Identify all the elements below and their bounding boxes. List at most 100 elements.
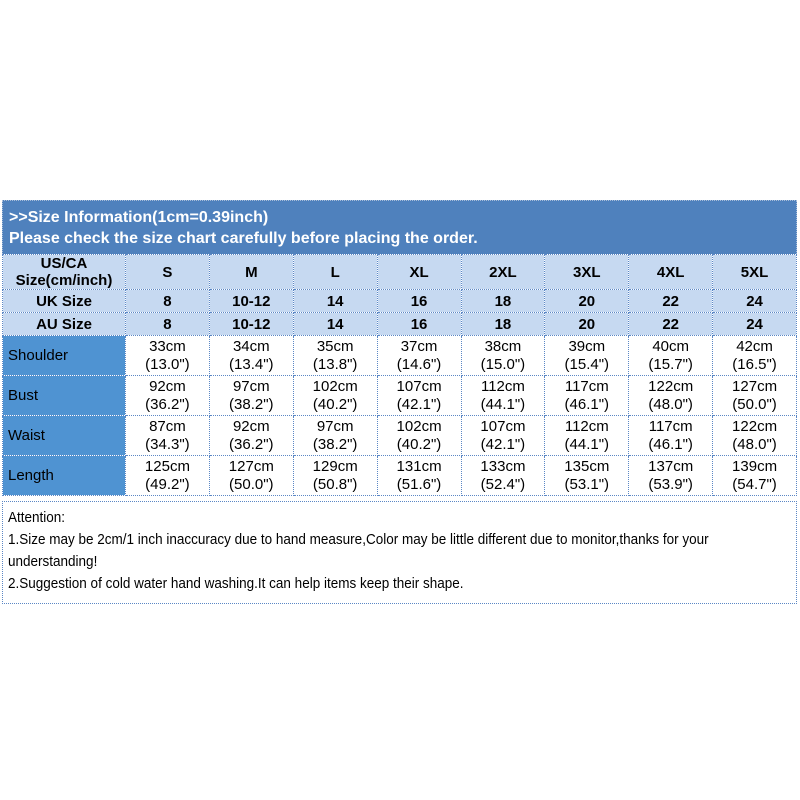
- measurement-cell: 33cm (13.0"): [125, 335, 210, 376]
- measurement-inch-value: (13.0"): [145, 355, 190, 373]
- measurement-row: Shoulder 33cm (13.0") 34cm (13.4") 35cm (13.8"…: [2, 335, 797, 376]
- measurement-cell: 97cm (38.2"): [292, 415, 378, 456]
- measurement-cm-value: 37cm: [400, 337, 438, 355]
- measurement-cell: 107cm (42.1"): [460, 415, 546, 456]
- measurement-cell: 129cm (50.8"): [292, 455, 378, 496]
- conversion-row-label: AU Size: [2, 312, 126, 336]
- measurement-cm-value: 33cm: [149, 337, 186, 355]
- size-column-header: S: [125, 254, 210, 290]
- conversion-row: AU Size 8 10-12 14 16 18 20 22 24: [2, 312, 797, 336]
- measurement-cm-value: 127cm: [732, 377, 778, 395]
- conversion-cell: 10-12: [208, 312, 294, 336]
- measurement-cell: 39cm (15.4"): [544, 335, 630, 376]
- attention-note: 1.Size may be 2cm/1 inch inaccuracy due …: [8, 531, 709, 570]
- size-column-header: XL: [376, 254, 462, 290]
- measurement-cm-value: 42cm: [736, 337, 773, 355]
- measurement-cell: 97cm (38.2"): [208, 375, 294, 416]
- size-info-banner: >>Size Information(1cm=0.39inch) Please …: [2, 200, 797, 254]
- measurement-cell: 92cm (36.2"): [208, 415, 294, 456]
- measurement-inch-value: (16.5"): [732, 355, 777, 373]
- measurement-inch-value: (50.8"): [312, 475, 358, 493]
- measurement-cm-value: 38cm: [484, 337, 522, 355]
- measurement-inch-value: (53.1"): [564, 475, 610, 493]
- measurement-cm-value: 97cm: [316, 417, 354, 435]
- measurement-cm-value: 92cm: [149, 377, 186, 395]
- size-chart-table: US/CA Size(cm/inch) S M L XL 2XL 3XL 4XL 5XL UK S…: [2, 254, 797, 496]
- size-column-header: 3XL: [544, 254, 630, 290]
- conversion-cell: 20: [544, 289, 630, 313]
- corner-header-line2: Size(cm/inch): [15, 272, 113, 289]
- size-table-head: US/CA Size(cm/inch) S M L XL 2XL 3XL 4XL 5XL: [2, 254, 797, 290]
- measurement-cell: 122cm (48.0"): [628, 375, 714, 416]
- measurement-inch-value: (38.2"): [229, 395, 274, 413]
- corner-header-line1: US/CA: [40, 255, 88, 273]
- measurement-cell: 112cm (44.1"): [460, 375, 546, 416]
- measurement-inch-value: (14.6"): [396, 355, 442, 373]
- measurement-cell: 122cm (48.0"): [712, 415, 797, 456]
- measurement-cell: 117cm (46.1"): [628, 415, 714, 456]
- conversion-cell: 16: [376, 312, 462, 336]
- measurement-cell: 135cm (53.1"): [544, 455, 630, 496]
- measurement-cm-value: 137cm: [648, 457, 694, 475]
- measurement-row: Waist 87cm (34.3") 92cm (36.2") 97cm (38.2") 10…: [2, 415, 797, 456]
- measurement-cell: 131cm (51.6"): [376, 455, 462, 496]
- measurement-cell: 117cm (46.1"): [544, 375, 630, 416]
- measurement-cm-value: 117cm: [564, 377, 609, 395]
- measurement-inch-value: (46.1"): [564, 395, 610, 413]
- measurement-cm-value: 92cm: [232, 417, 270, 435]
- conversion-cell: 14: [292, 312, 378, 336]
- measurement-cell: 125cm (49.2"): [125, 455, 210, 496]
- measurement-cm-value: 133cm: [480, 457, 526, 475]
- measurement-cell: 127cm (50.0"): [712, 375, 797, 416]
- measurement-row-label: Length: [2, 455, 126, 496]
- measurement-cm-value: 129cm: [312, 457, 358, 475]
- conversion-row-label: UK Size: [2, 289, 126, 313]
- measurement-cm-value: 122cm: [732, 417, 778, 435]
- measurement-cell: 34cm (13.4"): [208, 335, 294, 376]
- measurement-inch-value: (50.0"): [229, 475, 274, 493]
- measurement-cm-value: 112cm: [564, 417, 609, 435]
- size-column-header: 4XL: [628, 254, 714, 290]
- measurement-row-label: Bust: [2, 375, 126, 416]
- measurement-inch-value: (44.1"): [564, 435, 610, 453]
- measurement-cell: 38cm (15.0"): [460, 335, 546, 376]
- measurement-inch-value: (53.9"): [648, 475, 693, 493]
- size-column-header: 2XL: [460, 254, 546, 290]
- conversion-cell: 8: [125, 312, 210, 336]
- measurement-cm-value: 97cm: [232, 377, 270, 395]
- measurement-inch-value: (15.0"): [480, 355, 526, 373]
- conversion-cell: 14: [292, 289, 378, 313]
- conversion-cell: 16: [376, 289, 462, 313]
- measurement-cm-value: 139cm: [732, 457, 778, 475]
- measurement-inch-value: (40.2"): [312, 395, 358, 413]
- measurement-cm-value: 35cm: [316, 337, 354, 355]
- measurement-inch-value: (48.0"): [732, 435, 777, 453]
- measurement-inch-value: (42.1"): [396, 395, 442, 413]
- measurement-cell: 139cm (54.7"): [712, 455, 797, 496]
- measurement-cell: 40cm (15.7"): [628, 335, 714, 376]
- measurement-inch-value: (13.4"): [229, 355, 274, 373]
- measurement-cm-value: 34cm: [232, 337, 270, 355]
- measurement-row: Length 125cm (49.2") 127cm (50.0") 129cm (50.8…: [2, 455, 797, 496]
- measurement-cell: 102cm (40.2"): [292, 375, 378, 416]
- conversion-cell: 10-12: [208, 289, 294, 313]
- measurement-cell: 112cm (44.1"): [544, 415, 630, 456]
- measurement-cell: 127cm (50.0"): [208, 455, 294, 496]
- measurement-inch-value: (40.2"): [396, 435, 442, 453]
- measurement-cm-value: 135cm: [564, 457, 610, 475]
- measurement-cell: 133cm (52.4"): [460, 455, 546, 496]
- measurement-cell: 87cm (34.3"): [125, 415, 210, 456]
- measurement-row: Bust 92cm (36.2") 97cm (38.2") 102cm (40.2") 10…: [2, 375, 797, 416]
- measurement-inch-value: (52.4"): [480, 475, 526, 493]
- attention-note: 2.Suggestion of cold water hand washing.…: [8, 575, 464, 592]
- measurement-cm-value: 112cm: [480, 377, 525, 395]
- size-column-header: 5XL: [712, 254, 797, 290]
- measurement-cm-value: 127cm: [228, 457, 274, 475]
- attention-heading: Attention:: [8, 509, 66, 526]
- attention-text-block: Attention: 1.Size may be 2cm/1 inch inac…: [8, 507, 789, 595]
- attention-section: Attention: 1.Size may be 2cm/1 inch inac…: [2, 501, 797, 604]
- measurement-inch-value: (48.0"): [648, 395, 693, 413]
- measurement-inch-value: (54.7"): [732, 475, 777, 493]
- measurement-inch-value: (50.0"): [732, 395, 777, 413]
- measurement-row-label: Shoulder: [2, 335, 126, 376]
